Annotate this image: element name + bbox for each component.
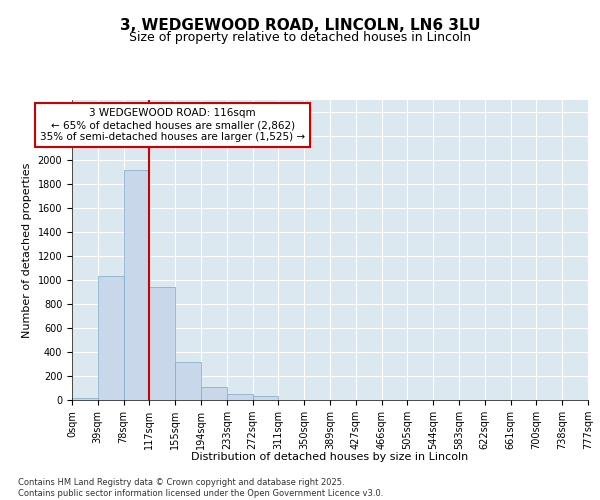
Bar <box>124 170 149 400</box>
Bar <box>72 398 98 400</box>
Bar <box>253 396 278 400</box>
Bar <box>227 394 253 400</box>
Text: Size of property relative to detached houses in Lincoln: Size of property relative to detached ho… <box>129 31 471 44</box>
Bar <box>175 362 201 400</box>
Bar <box>98 276 124 400</box>
Text: 3, WEDGEWOOD ROAD, LINCOLN, LN6 3LU: 3, WEDGEWOOD ROAD, LINCOLN, LN6 3LU <box>120 18 480 32</box>
Bar <box>149 287 175 400</box>
Text: Contains HM Land Registry data © Crown copyright and database right 2025.
Contai: Contains HM Land Registry data © Crown c… <box>18 478 383 498</box>
Y-axis label: Number of detached properties: Number of detached properties <box>22 162 32 338</box>
Text: 3 WEDGEWOOD ROAD: 116sqm
← 65% of detached houses are smaller (2,862)
35% of sem: 3 WEDGEWOOD ROAD: 116sqm ← 65% of detach… <box>40 108 305 142</box>
X-axis label: Distribution of detached houses by size in Lincoln: Distribution of detached houses by size … <box>191 452 469 462</box>
Bar <box>201 387 227 400</box>
